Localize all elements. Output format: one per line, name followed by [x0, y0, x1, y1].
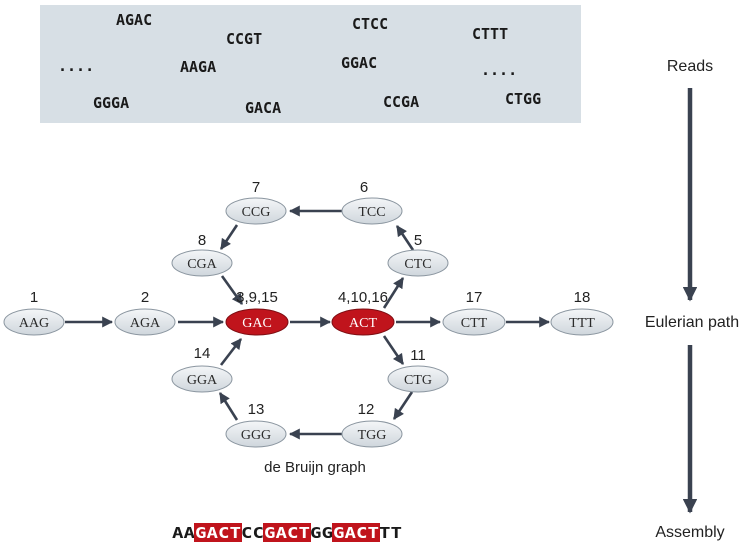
read-item: CTTT: [472, 25, 508, 43]
node-label: GGG: [241, 428, 271, 443]
graph-node-act: ACT 4,10,16: [331, 289, 395, 336]
graph-node-ctt: CTT 17: [442, 289, 506, 336]
assembly-segment: GG: [310, 524, 333, 542]
node-label: AAG: [19, 316, 49, 331]
graph-node-tgg: TGG 12: [341, 401, 403, 448]
edge-cga-gac: [220, 275, 244, 305]
assembly-segment-highlighted: GACT: [195, 524, 241, 542]
node-label: CGA: [187, 257, 217, 272]
node-step-number: 17: [466, 289, 483, 306]
graph-node-aga: AGA 2: [114, 289, 176, 336]
node-label: ACT: [349, 316, 377, 331]
read-item: GGAC: [341, 54, 377, 72]
graph-node-tcc: TCC 6: [341, 179, 403, 225]
node-label: TGG: [358, 428, 387, 443]
node-label: CTC: [404, 257, 431, 272]
assembly-highlight: [194, 523, 242, 542]
assembly-label: Assembly: [655, 524, 724, 541]
node-step-number: 7: [252, 179, 260, 196]
node-step-number: 4,10,16: [338, 289, 388, 306]
edge-ccg-cga: [219, 224, 239, 250]
graph-node-ctg: CTG 11: [387, 347, 449, 393]
node-step-number: 14: [194, 345, 211, 362]
node-step-number: 1: [30, 289, 38, 306]
eulerian-path-label: Eulerian path: [645, 314, 739, 331]
graph-node-aag: AAG 1: [3, 289, 65, 336]
read-ellipsis: ....: [481, 61, 517, 79]
read-item: CTCC: [352, 15, 388, 33]
graph-node-gga: GGA 14: [171, 345, 233, 393]
assembled-sequence: AA GACT CC GACT GG GACT TT: [172, 523, 402, 542]
graph-edges: [65, 205, 551, 440]
edge-ctg-tgg: [392, 391, 414, 420]
node-label: TCC: [358, 205, 385, 220]
node-label: CCG: [242, 205, 271, 220]
node-step-number: 11: [410, 347, 426, 364]
graph-node-ccg: CCG 7: [225, 179, 287, 225]
assembly-segment: TT: [379, 524, 402, 542]
node-label: AGA: [130, 316, 161, 331]
node-step-number: 12: [358, 401, 375, 418]
read-item: AGAC: [116, 11, 152, 29]
read-item: CCGA: [383, 93, 419, 111]
node-label: CTT: [461, 316, 488, 331]
assembly-segment-highlighted: GACT: [333, 524, 379, 542]
assembly-segment-highlighted: GACT: [264, 524, 310, 542]
node-label: GGA: [187, 373, 218, 388]
read-ellipsis: ....: [58, 57, 94, 75]
edge-ctc-tcc: [395, 225, 415, 251]
node-step-number: 2: [141, 289, 149, 306]
assembly-highlight: [332, 523, 380, 542]
graph-node-cga: CGA 8: [171, 232, 233, 277]
node-step-number: 3,9,15: [236, 289, 278, 306]
read-item: CTGG: [505, 90, 541, 108]
edge-act-ctg: [382, 335, 405, 365]
graph-node-gac: GAC 3,9,15: [225, 289, 289, 336]
edge-ggg-gga: [218, 392, 239, 421]
read-item: AAGA: [180, 58, 216, 76]
edge-act-ctc: [382, 277, 405, 309]
read-item: GGGA: [93, 94, 129, 112]
node-step-number: 13: [248, 401, 265, 418]
node-label: TTT: [569, 316, 595, 331]
reads-label: Reads: [667, 58, 713, 75]
node-label: CTG: [404, 373, 432, 388]
node-step-number: 6: [360, 179, 368, 196]
graph-node-ctc: CTC 5: [387, 232, 449, 277]
read-item: GACA: [245, 99, 281, 117]
graph-node-ttt: TTT 18: [550, 289, 614, 336]
graph-caption: de Bruijn graph: [264, 459, 366, 476]
reads-panel: [40, 5, 581, 123]
assembly-highlight: [263, 523, 311, 542]
read-item: CCGT: [226, 30, 262, 48]
edge-gga-gac: [219, 338, 243, 366]
node-step-number: 18: [574, 289, 591, 306]
node-step-number: 5: [414, 232, 422, 249]
node-step-number: 8: [198, 232, 206, 249]
node-label: GAC: [242, 316, 272, 331]
graph-node-ggg: GGG 13: [225, 401, 287, 448]
assembly-segment: CC: [241, 524, 264, 542]
assembly-segment: AA: [172, 524, 195, 542]
